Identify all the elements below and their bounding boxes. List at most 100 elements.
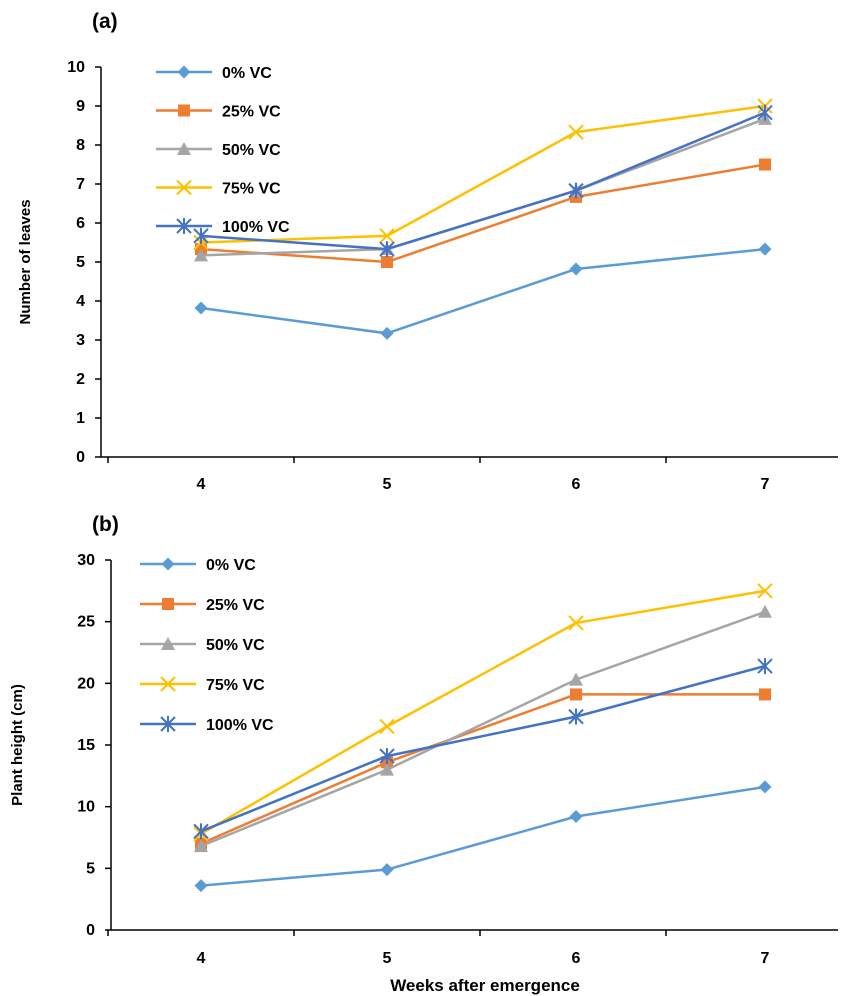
y-axis-title: Number of leaves xyxy=(17,199,34,324)
series-line xyxy=(200,589,766,835)
marker-stroke xyxy=(379,718,395,735)
data-point xyxy=(757,104,773,121)
legend-label: 75% VC xyxy=(222,181,281,198)
y-tick-label: 6 xyxy=(76,215,85,232)
y-tick-label: 20 xyxy=(77,675,95,692)
data-point xyxy=(381,256,393,268)
data-point xyxy=(569,262,583,276)
marker-stroke xyxy=(176,179,192,196)
y-tick-label: 25 xyxy=(77,614,95,631)
series-100-vc xyxy=(193,104,773,258)
y-tick-label: 3 xyxy=(76,332,85,349)
data-point xyxy=(193,823,209,840)
x-tick-label: 5 xyxy=(383,950,392,967)
data-point xyxy=(380,326,394,340)
data-point xyxy=(757,658,773,675)
legend-label: 25% VC xyxy=(222,104,281,121)
series-25-vc xyxy=(195,688,771,850)
data-point xyxy=(568,708,584,725)
x-tick-label: 4 xyxy=(197,950,206,967)
series-line xyxy=(200,247,766,335)
data-point xyxy=(194,879,208,893)
data-point xyxy=(194,248,208,262)
series-line xyxy=(200,104,766,244)
chart-panel-a: (a) 0 1 2 3 4 5 6 7 8 9 10 4 5 6 7 Number of leaves 0% VC… xyxy=(17,10,838,493)
legend-label: 100% VC xyxy=(206,717,274,734)
y-tick-label: 5 xyxy=(86,860,95,877)
y-tick-label: 0 xyxy=(76,449,85,466)
y-tick-label: 9 xyxy=(76,98,85,115)
legend-marker xyxy=(176,179,192,196)
legend-label: 50% VC xyxy=(222,142,281,159)
legend-item: 75% VC xyxy=(156,179,281,198)
y-axis-title: Plant height (cm) xyxy=(9,684,26,806)
legend-item: 50% VC xyxy=(140,637,265,654)
legend: 0% VC 25% VC 50% VC 75% VC 100% VC xyxy=(156,65,290,236)
y-tick-label: 7 xyxy=(76,176,85,193)
y-tick-label: 15 xyxy=(77,737,95,754)
legend-label: 100% VC xyxy=(222,219,290,236)
legend-label: 75% VC xyxy=(206,677,265,694)
y-tick-label: 5 xyxy=(76,254,85,271)
data-point xyxy=(758,242,772,256)
data-point xyxy=(570,688,582,701)
data-point xyxy=(759,158,771,171)
legend-item: 25% VC xyxy=(156,104,281,121)
data-point xyxy=(569,672,583,686)
legend-marker xyxy=(161,557,175,571)
series-75-vc xyxy=(193,583,773,842)
panel-label: (a) xyxy=(92,10,118,33)
panel-label: (b) xyxy=(92,513,119,536)
series-line xyxy=(200,664,766,833)
data-point xyxy=(759,688,771,701)
x-tick-label: 7 xyxy=(761,476,770,493)
x-tick-label: 7 xyxy=(761,950,770,967)
marker-stroke xyxy=(379,228,395,244)
marker-stroke xyxy=(568,615,584,631)
series-line xyxy=(200,111,766,251)
legend-item: 0% VC xyxy=(140,557,256,574)
data-point xyxy=(379,718,395,735)
x-tick-label: 6 xyxy=(572,476,581,493)
y-tick-label: 4 xyxy=(76,293,85,310)
legend-item: 50% VC xyxy=(156,142,281,159)
legend-marker xyxy=(160,676,176,692)
data-point xyxy=(758,604,772,618)
y-tick-label: 10 xyxy=(77,799,95,816)
data-point xyxy=(380,863,394,877)
legend-item: 25% VC xyxy=(140,597,265,614)
legend-label: 0% VC xyxy=(206,557,256,574)
y-tick-label: 2 xyxy=(76,371,85,388)
legend-item: 100% VC xyxy=(140,716,274,734)
y-tick-label: 0 xyxy=(86,922,95,939)
y-tick-label: 30 xyxy=(77,552,95,569)
x-tick-label: 6 xyxy=(572,950,581,967)
legend-label: 25% VC xyxy=(206,597,265,614)
marker-stroke xyxy=(160,676,176,692)
legend-item: 0% VC xyxy=(156,65,272,82)
data-point xyxy=(569,810,583,824)
series-100-vc xyxy=(193,658,773,840)
chart-panel-b: (b) 0 5 10 15 20 25 30 4 5 6 7 Plant height (cm) Week… xyxy=(9,513,838,995)
series-line xyxy=(200,610,766,848)
marker-stroke xyxy=(757,583,773,599)
data-point xyxy=(758,780,772,794)
legend-label: 50% VC xyxy=(206,637,265,654)
legend-marker xyxy=(162,598,174,610)
data-point xyxy=(379,241,395,258)
data-point xyxy=(568,615,584,631)
legend-marker xyxy=(160,716,176,732)
series-50-vc xyxy=(194,604,772,853)
data-point xyxy=(757,583,773,599)
legend-marker xyxy=(176,218,192,234)
data-point xyxy=(193,227,209,244)
legend-marker xyxy=(177,142,191,155)
x-tick-label: 5 xyxy=(383,476,392,493)
legend-marker xyxy=(161,637,175,650)
series-line xyxy=(200,163,766,264)
legend-label: 0% VC xyxy=(222,65,272,82)
series-0-vc xyxy=(194,780,772,893)
data-point xyxy=(568,124,584,140)
y-tick-label: 8 xyxy=(76,137,85,154)
